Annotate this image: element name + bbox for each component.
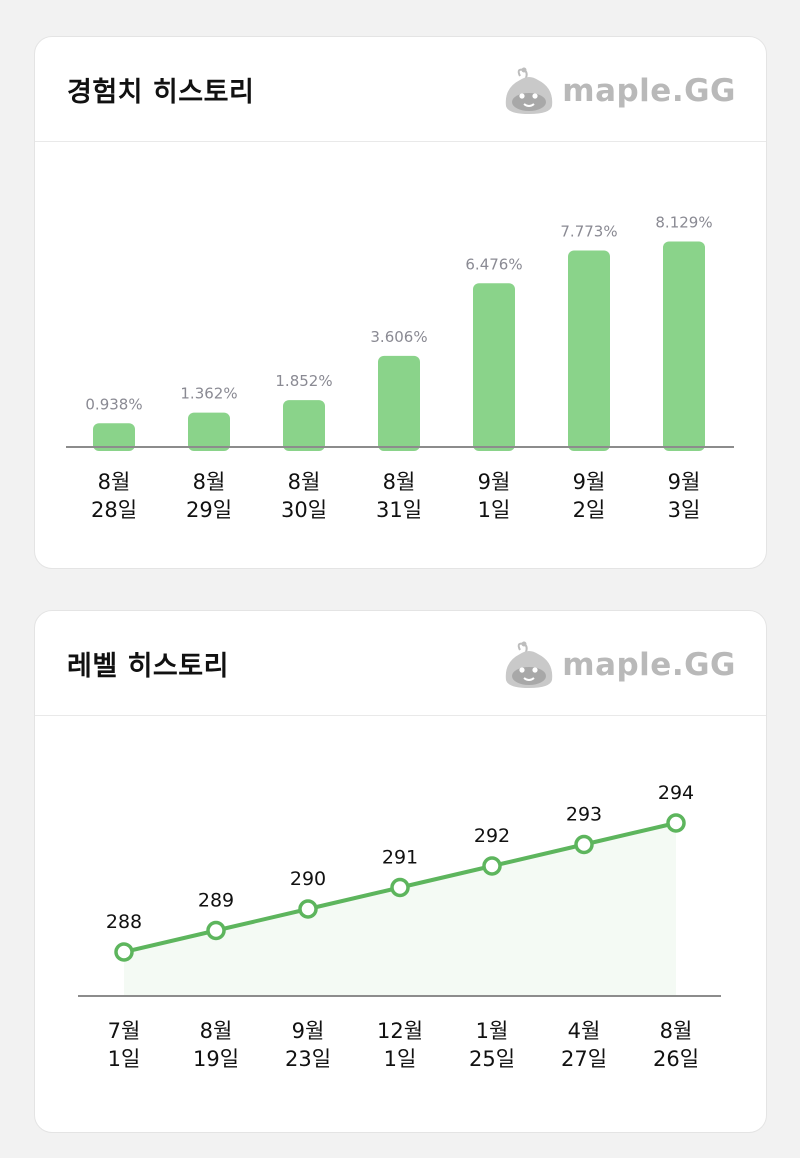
x-tick-label: 9월 3일 (668, 470, 701, 522)
data-point (482, 856, 502, 876)
exp-card-header: 경험치 히스토리 maple.GG (35, 37, 766, 142)
x-tick-label: 9월 2일 (573, 470, 606, 522)
x-tick-label: 7월 1일 (108, 1019, 141, 1071)
mushroom-mascot-icon (506, 67, 553, 114)
maple-gg-logo: maple.GG (502, 65, 736, 117)
brand-text: maple.GG (562, 73, 736, 109)
bar-value-label: 7.773% (560, 222, 617, 240)
bar-value-label: 6.476% (465, 255, 522, 273)
level-card-header: 레벨 히스토리 maple.GG (35, 611, 766, 716)
bar (283, 400, 325, 451)
point-value-label: 291 (382, 847, 418, 869)
data-point (298, 899, 318, 919)
x-tick-label: 8월 30일 (281, 470, 327, 522)
x-tick-label: 12월 1일 (377, 1019, 423, 1071)
level-card-title: 레벨 히스토리 (67, 651, 229, 682)
x-tick-label: 8월 28일 (91, 470, 137, 522)
point-value-label: 289 (198, 890, 234, 912)
point-value-label: 292 (474, 825, 510, 847)
bar-value-label: 3.606% (370, 328, 427, 346)
mushroom-mascot-icon (506, 641, 553, 688)
line-area-fill (124, 823, 676, 996)
bar-value-label: 1.362% (180, 385, 237, 403)
data-point (114, 942, 134, 962)
bar (568, 250, 610, 451)
exp-card-title: 경험치 히스토리 (67, 77, 255, 108)
level-history-card: 레벨 히스토리 maple.GG 288 7월 1일 289 8월 19일 290 9월 23일… (34, 610, 767, 1133)
point-value-label: 290 (290, 868, 326, 890)
x-tick-label: 8월 26일 (653, 1019, 699, 1071)
level-line-chart: 288 7월 1일 289 8월 19일 290 9월 23일 291 12월 1일 292 1월 25일 2… (78, 782, 721, 1071)
brand-text: maple.GG (562, 647, 736, 683)
bar (473, 283, 515, 451)
data-point (574, 834, 594, 855)
bar (188, 412, 230, 451)
bar (93, 423, 135, 451)
x-tick-label: 4월 27일 (561, 1019, 607, 1071)
bar-value-label: 1.852% (275, 372, 332, 390)
exp-bar-chart: 0.938% 8월 28일 1.362% 8월 29일 1.852% 8월 30일 3.606% 8… (66, 213, 734, 522)
bar (663, 241, 705, 451)
x-tick-label: 8월 31일 (376, 470, 422, 522)
x-tick-label: 8월 19일 (193, 1019, 239, 1071)
x-tick-label: 8월 29일 (186, 470, 232, 522)
bar (378, 355, 420, 451)
point-value-label: 288 (106, 911, 142, 933)
data-point (206, 920, 226, 941)
data-point (390, 877, 410, 898)
exp-history-card: 경험치 히스토리 maple.GG 0.938% 8월 28일 1.362% 8월 29일… (34, 36, 767, 569)
x-tick-label: 9월 1일 (478, 470, 511, 522)
data-point (666, 813, 686, 833)
x-tick-label: 9월 23일 (285, 1019, 331, 1071)
x-tick-label: 1월 25일 (469, 1019, 515, 1071)
maple-gg-logo: maple.GG (502, 639, 736, 691)
bar-value-label: 8.129% (655, 213, 712, 231)
point-value-label: 293 (566, 804, 602, 826)
bar-value-label: 0.938% (85, 395, 142, 413)
point-value-label: 294 (658, 782, 694, 804)
